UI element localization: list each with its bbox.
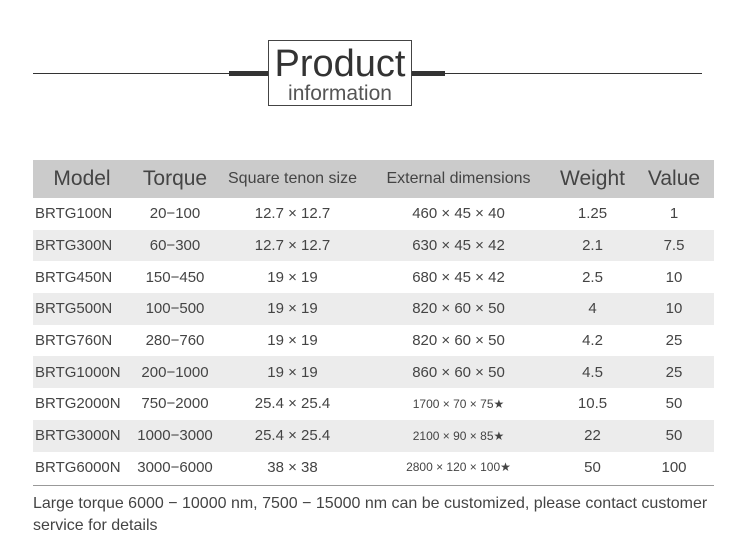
column-header: Model — [33, 160, 131, 198]
table-cell: 680 × 45 × 42 — [412, 268, 505, 286]
table-cell: BRTG3000N — [33, 419, 131, 452]
table-cell: 25 — [665, 332, 683, 350]
table-cell: 1 — [669, 205, 679, 223]
table-cell: 1000−3000 — [131, 419, 219, 452]
table-cell: 750−2000 — [141, 395, 209, 413]
table-row: BRTG500N 100−500 19 × 19 820 × 60 × 50 4 10 — [33, 293, 714, 325]
title-box: Product information — [268, 40, 412, 106]
table-cell: BRTG760N — [35, 332, 113, 350]
table-cell: 38 × 38 — [267, 458, 318, 476]
table-cell: 50 — [634, 419, 714, 452]
title-main: Product — [274, 43, 406, 85]
table-cell: 25 — [634, 356, 714, 389]
table-cell: BRTG2000N — [35, 395, 121, 413]
table-cell: 820 × 60 × 50 — [412, 332, 505, 350]
table-row: BRTG2000N 750−2000 25.4 × 25.4 1700 × 70 × … — [33, 388, 714, 420]
table-cell: 820 × 60 × 50 — [366, 293, 551, 325]
table-row: BRTG3000N 1000−3000 25.4 × 25.4 2100 × 90 ×… — [33, 419, 714, 452]
table-cell: 1700 × 70 × 75★ — [412, 396, 505, 411]
table-cell: 2.1 — [551, 229, 634, 262]
table-cell: 4.5 — [551, 356, 634, 389]
title-line-left — [33, 73, 233, 74]
table-cell: 860 × 60 × 50 — [366, 356, 551, 389]
table-cell: 25.4 × 25.4 — [219, 419, 366, 452]
table-cell: 100−500 — [131, 293, 219, 325]
table-cell: 2.5 — [582, 268, 603, 286]
table-cell: 10 — [665, 268, 683, 286]
table-cell: 4 — [551, 293, 634, 325]
table-cell: 1.25 — [577, 205, 608, 223]
table-row: BRTG6000N 3000−6000 38 × 38 2800 × 120 × 10… — [33, 452, 714, 484]
table-cell: BRTG500N — [33, 293, 131, 325]
title-bar-right — [412, 71, 445, 76]
table-cell: 25.4 × 25.4 — [254, 395, 331, 413]
footnote: Large torque 6000 − 10000 nm, 7500 − 150… — [33, 485, 714, 537]
table-cell: 280−760 — [145, 332, 205, 350]
table-cell: 19 × 19 — [267, 332, 318, 350]
table-cell: 60−300 — [131, 229, 219, 262]
table-cell: 460 × 45 × 40 — [412, 205, 505, 223]
table-cell: 10.5 — [577, 395, 608, 413]
title-line-right — [445, 73, 702, 74]
table-row: BRTG450N 150−450 19 × 19 680 × 45 × 42 2.5 10 — [33, 261, 714, 293]
table-cell: BRTG1000N — [33, 356, 131, 389]
table-cell: 50 — [665, 395, 683, 413]
table-cell: BRTG450N — [35, 268, 113, 286]
product-table: Model Torque Square tenon size External dim… — [33, 160, 714, 483]
table-row: BRTG1000N 200−1000 19 × 19 860 × 60 × 50 4.5… — [33, 356, 714, 389]
table-row: BRTG760N 280−760 19 × 19 820 × 60 × 50 4.2 25 — [33, 325, 714, 357]
header-row: Model Torque Square tenon size External dim… — [33, 160, 714, 198]
table-cell: 12.7 × 12.7 — [254, 205, 331, 223]
table-cell: 50 — [584, 458, 601, 476]
column-header: External dimensions — [366, 160, 551, 198]
column-header: Weight — [551, 160, 634, 198]
table-row: BRTG300N 60−300 12.7 × 12.7 630 × 45 × 42 2.… — [33, 229, 714, 262]
table-cell: 150−450 — [145, 268, 205, 286]
table-cell: BRTG100N — [35, 205, 113, 223]
table-cell: 7.5 — [634, 229, 714, 262]
table-cell: 22 — [551, 419, 634, 452]
column-header: Value — [634, 160, 714, 198]
table-cell: 100 — [661, 458, 687, 476]
table-cell: BRTG300N — [33, 229, 131, 262]
table-cell: 10 — [634, 293, 714, 325]
table-cell: BRTG6000N — [35, 458, 121, 476]
table-cell: 19 × 19 — [219, 293, 366, 325]
table-cell: 200−1000 — [131, 356, 219, 389]
table-cell: 2800 × 120 × 100★ — [406, 460, 511, 475]
table-cell: 20−100 — [149, 205, 201, 223]
table-row: BRTG100N 20−100 12.7 × 12.7 460 × 45 × 40 1.… — [33, 198, 714, 230]
table-cell: 19 × 19 — [267, 268, 318, 286]
table-cell: 3000−6000 — [137, 458, 213, 476]
table-cell: 19 × 19 — [219, 356, 366, 389]
table-cell: 630 × 45 × 42 — [366, 229, 551, 262]
column-header: Torque — [131, 160, 219, 198]
column-header: Square tenon size — [219, 160, 366, 198]
title-bar-left — [229, 71, 268, 76]
table-cell: 2100 × 90 × 85★ — [366, 419, 551, 452]
title-sub: information — [288, 82, 392, 105]
table-cell: 4.2 — [582, 332, 603, 350]
table-cell: 12.7 × 12.7 — [219, 229, 366, 262]
